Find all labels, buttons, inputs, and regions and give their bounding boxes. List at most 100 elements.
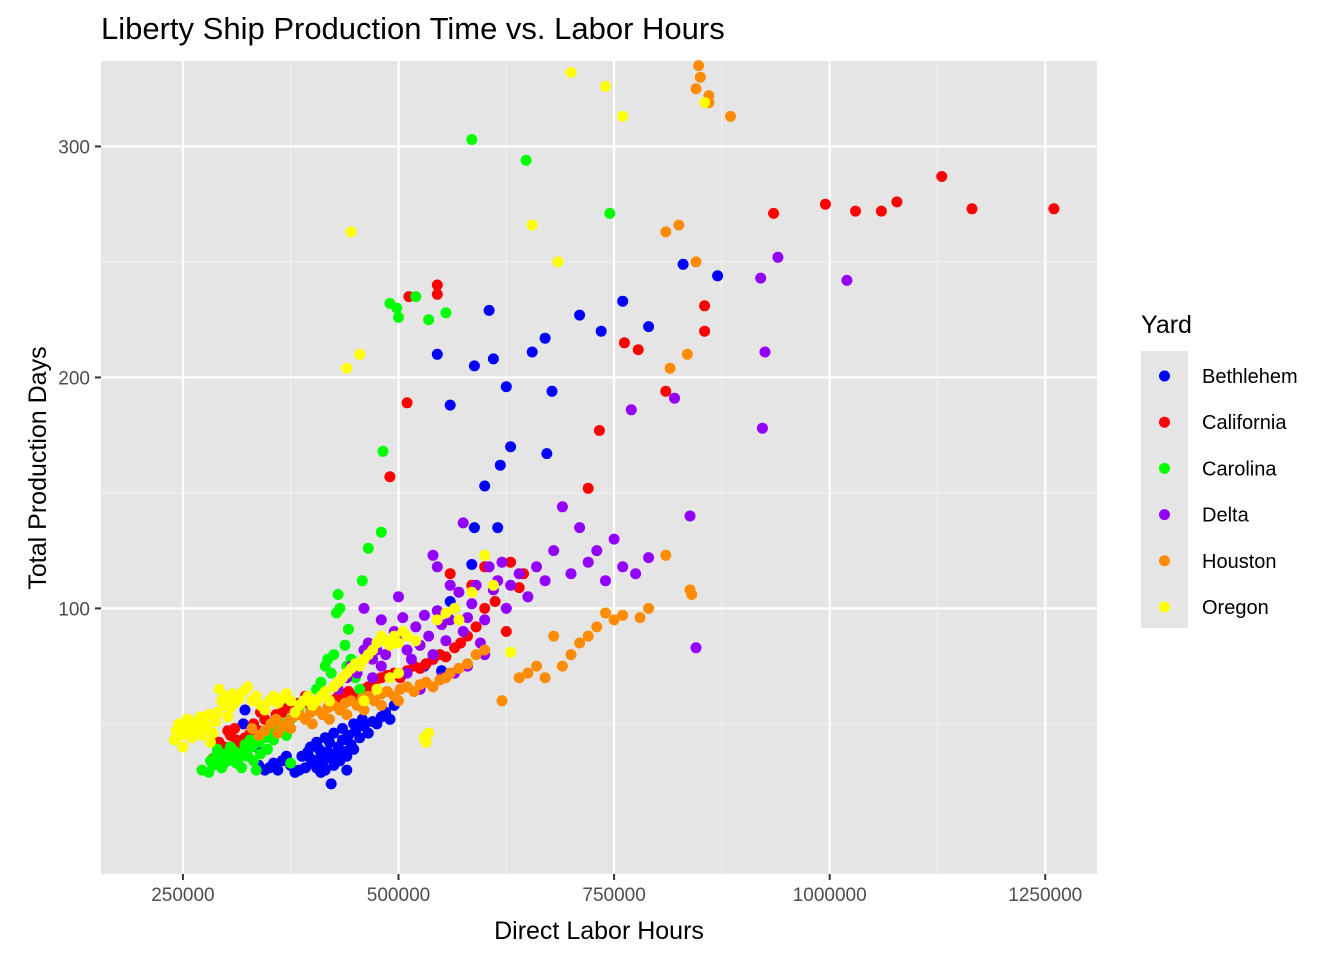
data-point-california bbox=[966, 203, 978, 215]
data-point-delta bbox=[440, 635, 452, 647]
data-point-delta bbox=[841, 274, 853, 286]
data-point-houston bbox=[375, 699, 387, 711]
data-point-delta bbox=[531, 561, 542, 573]
data-point-carolina bbox=[354, 683, 366, 695]
data-point-delta bbox=[375, 614, 387, 626]
data-point-carolina bbox=[328, 649, 340, 661]
data-point-bethlehem bbox=[483, 304, 495, 316]
data-point-carolina bbox=[393, 311, 404, 323]
data-point-carolina bbox=[362, 542, 374, 554]
data-point-houston bbox=[496, 695, 508, 707]
data-point-oregon bbox=[302, 690, 314, 702]
data-point-delta bbox=[556, 501, 568, 513]
data-point-delta bbox=[500, 602, 512, 614]
data-point-delta bbox=[625, 404, 637, 416]
data-point-delta bbox=[410, 621, 422, 633]
data-point-carolina bbox=[339, 639, 351, 651]
data-point-bethlehem bbox=[337, 723, 348, 734]
data-point-carolina bbox=[356, 575, 368, 587]
data-point-oregon bbox=[177, 741, 189, 753]
y-tick-label: 200 bbox=[58, 368, 90, 389]
data-point-carolina bbox=[520, 154, 532, 166]
data-point-carolina bbox=[248, 755, 260, 767]
data-point-california bbox=[819, 198, 831, 210]
data-point-carolina bbox=[423, 314, 435, 326]
data-point-houston bbox=[427, 681, 439, 693]
data-point-bethlehem bbox=[526, 346, 538, 358]
data-point-delta bbox=[375, 660, 387, 672]
data-point-oregon bbox=[449, 602, 461, 614]
data-point-oregon bbox=[384, 639, 396, 651]
data-point-delta bbox=[600, 575, 611, 587]
data-point-delta bbox=[591, 545, 603, 557]
data-point-oregon bbox=[203, 709, 215, 721]
data-point-oregon bbox=[371, 683, 383, 695]
data-point-bethlehem bbox=[362, 727, 374, 739]
data-point-bethlehem bbox=[341, 750, 353, 762]
data-point-california bbox=[1048, 203, 1060, 215]
data-point-delta bbox=[380, 649, 392, 661]
data-point-bethlehem bbox=[677, 258, 689, 270]
data-point-california bbox=[513, 582, 525, 594]
x-axis-ticks: 250000 500000 750000 1000000 1250000 bbox=[151, 874, 1082, 906]
data-point-houston bbox=[591, 621, 603, 633]
data-point-oregon bbox=[552, 256, 564, 268]
legend-key-oregon bbox=[1159, 601, 1170, 613]
legend-label-oregon: Oregon bbox=[1202, 597, 1269, 619]
data-point-houston bbox=[725, 110, 736, 122]
data-point-oregon bbox=[213, 683, 225, 695]
data-point-california bbox=[505, 556, 517, 568]
data-point-houston bbox=[690, 83, 702, 95]
data-point-oregon bbox=[420, 736, 432, 748]
data-point-carolina bbox=[334, 602, 346, 614]
data-point-houston bbox=[600, 607, 611, 619]
data-point-houston bbox=[643, 602, 655, 614]
data-point-delta bbox=[505, 579, 517, 591]
data-point-houston bbox=[690, 256, 702, 268]
data-point-california bbox=[618, 337, 630, 349]
data-point-oregon bbox=[401, 630, 413, 642]
data-point-delta bbox=[669, 392, 680, 404]
legend-title: Yard bbox=[1141, 311, 1192, 339]
data-point-oregon bbox=[453, 614, 465, 626]
data-point-houston bbox=[681, 348, 693, 360]
data-point-california bbox=[455, 637, 467, 649]
data-point-oregon bbox=[526, 219, 538, 231]
data-point-oregon bbox=[466, 586, 478, 598]
data-point-carolina bbox=[375, 526, 387, 538]
data-point-delta bbox=[772, 251, 784, 263]
y-tick-label: 300 bbox=[58, 137, 90, 158]
data-point-delta bbox=[522, 591, 534, 603]
data-point-california bbox=[500, 626, 512, 637]
chart-title: Liberty Ship Production Time vs. Labor H… bbox=[101, 11, 725, 46]
data-point-oregon bbox=[410, 635, 422, 647]
data-point-delta bbox=[759, 346, 771, 358]
data-point-delta bbox=[453, 586, 465, 598]
data-point-california bbox=[401, 397, 413, 409]
x-tick-label: 500000 bbox=[367, 885, 430, 906]
data-point-oregon bbox=[285, 695, 297, 707]
data-point-delta bbox=[574, 522, 586, 534]
data-point-oregon bbox=[354, 348, 366, 360]
data-point-bethlehem bbox=[595, 325, 607, 337]
data-point-delta bbox=[401, 667, 413, 679]
x-tick-label: 750000 bbox=[582, 885, 645, 906]
data-point-bethlehem bbox=[315, 766, 327, 778]
data-point-oregon bbox=[341, 362, 353, 374]
data-point-carolina bbox=[250, 764, 262, 776]
data-point-delta bbox=[457, 517, 469, 529]
data-point-oregon bbox=[384, 672, 396, 684]
data-point-bethlehem bbox=[468, 522, 480, 534]
data-point-bethlehem bbox=[500, 381, 512, 393]
data-point-houston bbox=[608, 614, 620, 626]
data-point-carolina bbox=[285, 757, 297, 769]
data-point-delta bbox=[358, 602, 370, 614]
data-point-oregon bbox=[324, 695, 335, 707]
data-point-california bbox=[660, 385, 672, 397]
data-point-houston bbox=[531, 660, 542, 672]
data-point-houston bbox=[393, 695, 404, 707]
data-point-california bbox=[768, 207, 780, 219]
data-point-bethlehem bbox=[466, 559, 478, 570]
data-point-california bbox=[936, 171, 948, 182]
